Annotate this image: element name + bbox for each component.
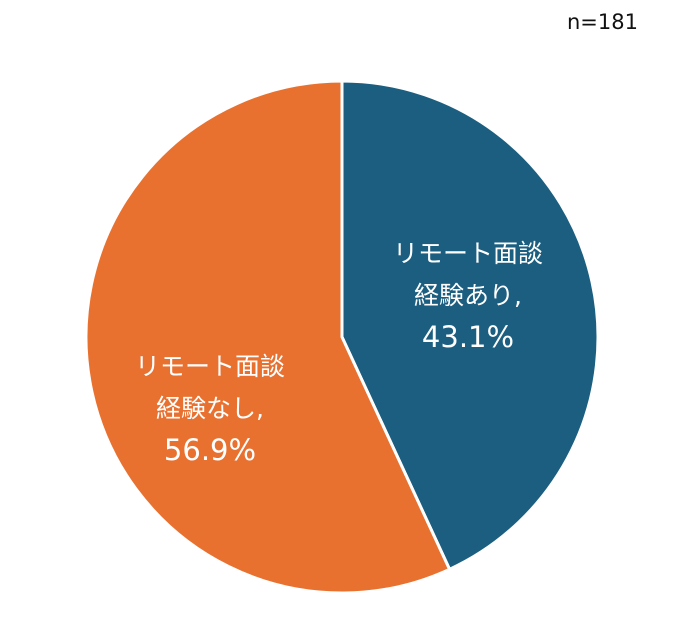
slice-label-line2: 経験あり,	[414, 281, 522, 310]
sample-size-label: n=181	[567, 10, 638, 34]
slice-label-line1: リモート面談	[135, 352, 285, 381]
slice-label-line2: 経験なし,	[156, 394, 264, 423]
slice-percent-label: 43.1%	[422, 320, 514, 354]
slice-percent-label: 56.9%	[164, 433, 256, 467]
pie-slices	[84, 79, 600, 595]
slice-label-line1: リモート面談	[393, 239, 543, 268]
pie-slice-1	[340, 79, 600, 571]
pie-slice-2	[84, 79, 452, 595]
